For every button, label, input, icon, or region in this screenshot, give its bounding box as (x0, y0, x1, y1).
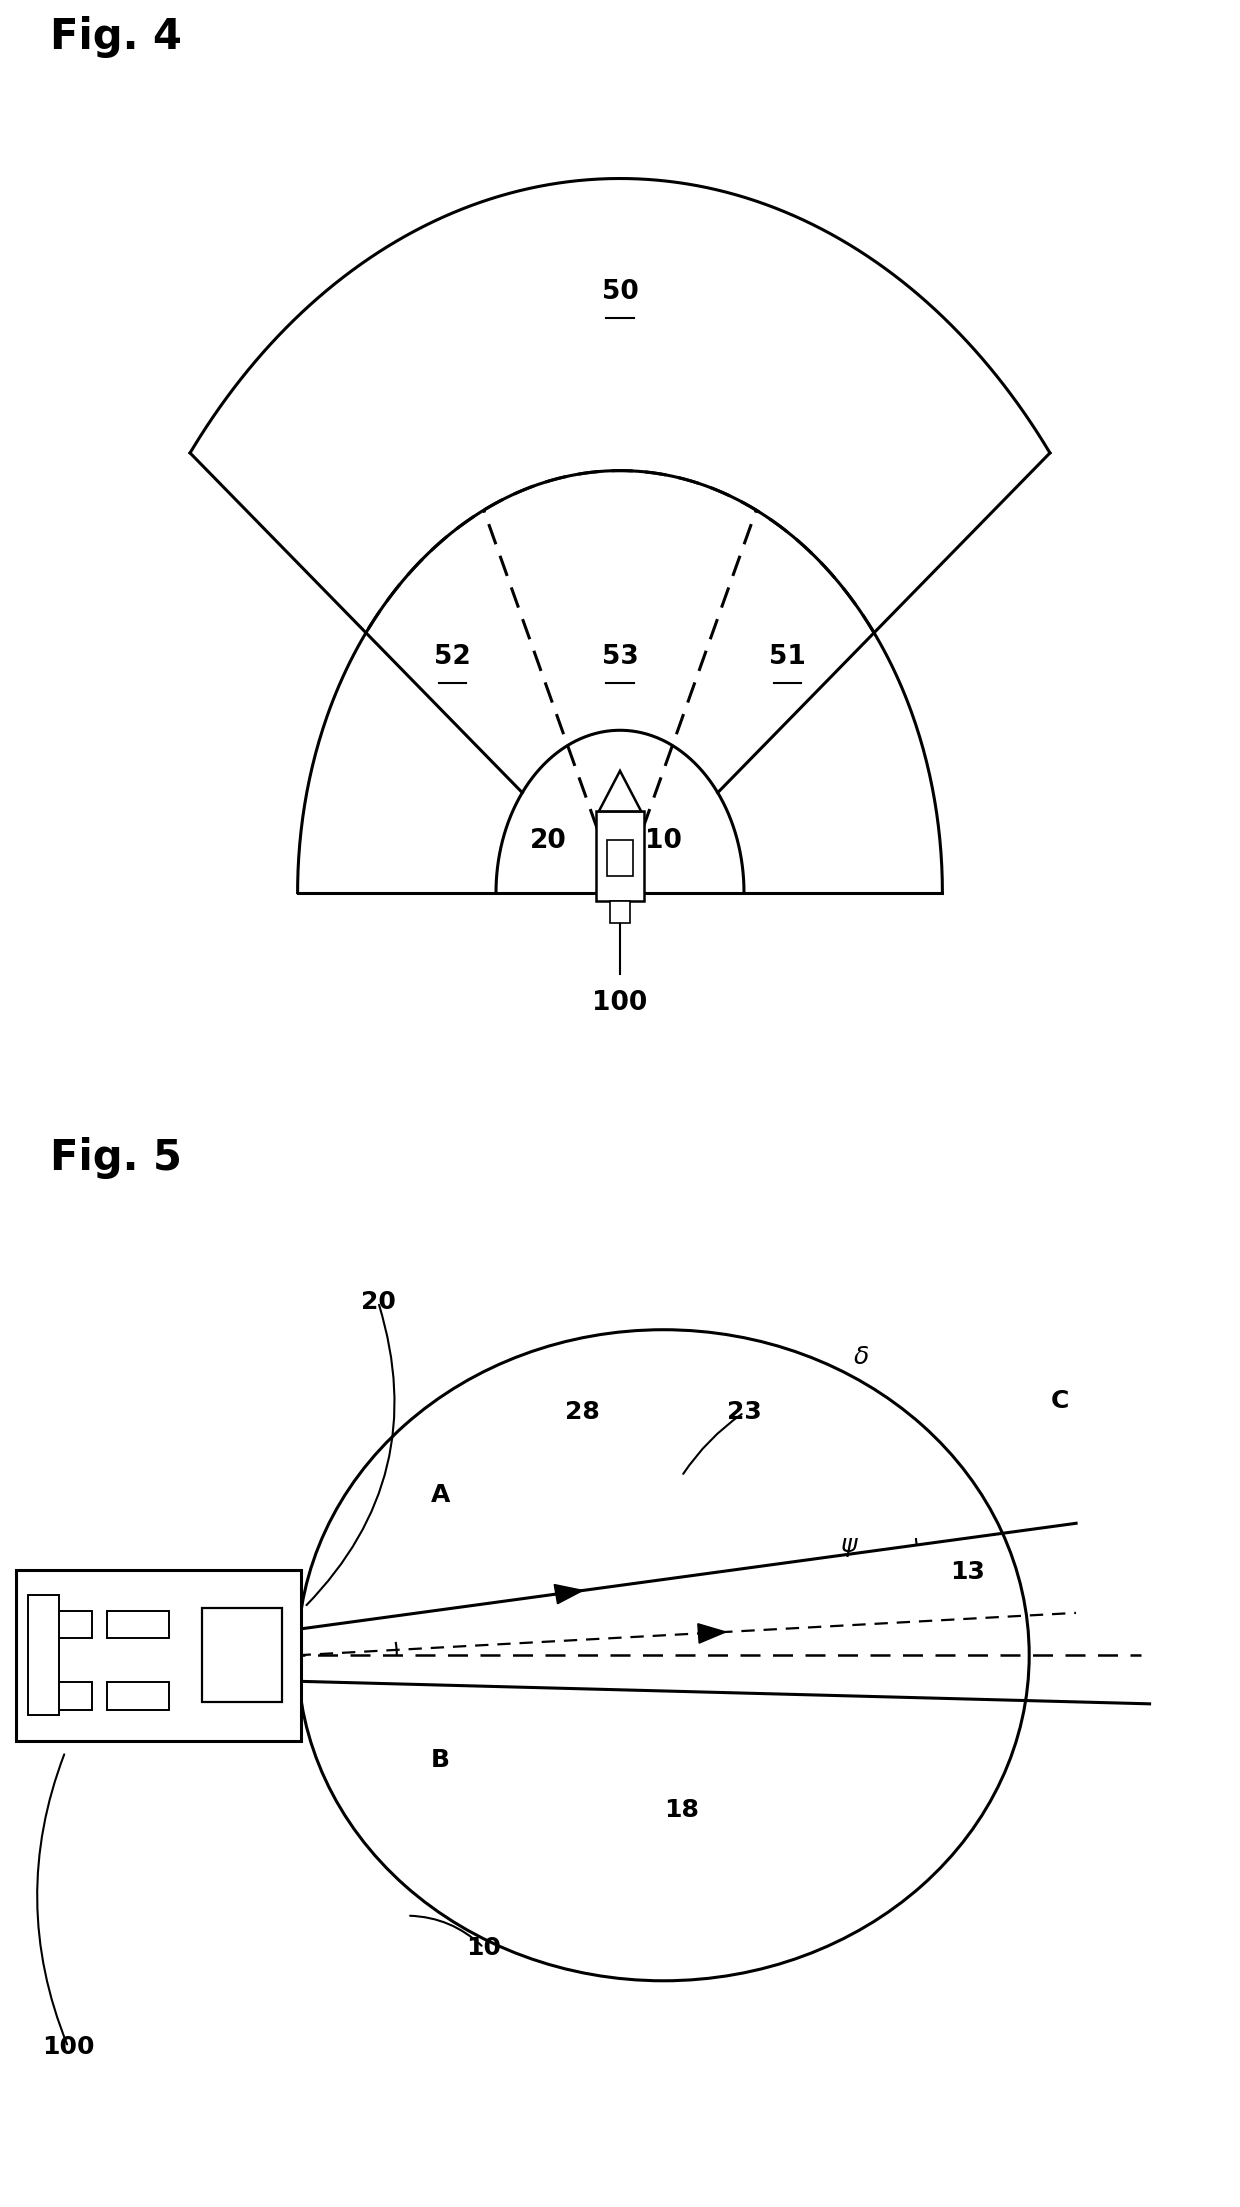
Text: 28: 28 (565, 1401, 600, 1424)
Text: Fig. 5: Fig. 5 (50, 1137, 181, 1179)
Text: 20: 20 (529, 828, 567, 854)
Text: ψ: ψ (841, 1534, 858, 1556)
Text: 23: 23 (727, 1401, 761, 1424)
Bar (29, 1596, 60, 1715)
Bar (108, 1682, 170, 1710)
Text: 20: 20 (361, 1291, 396, 1313)
Bar (31, 1611, 93, 1638)
Text: 100: 100 (42, 2035, 94, 2059)
FancyBboxPatch shape (596, 812, 644, 900)
Text: 52: 52 (434, 644, 471, 671)
Text: Fig. 4: Fig. 4 (50, 15, 181, 57)
Text: A: A (430, 1483, 450, 1507)
Text: C: C (1052, 1390, 1069, 1412)
Text: 13: 13 (950, 1560, 985, 1585)
Text: 100: 100 (593, 991, 647, 1015)
Text: B: B (430, 1748, 450, 1772)
Bar (202, 1609, 283, 1702)
Text: δ: δ (854, 1346, 869, 1368)
Text: 51: 51 (769, 644, 806, 671)
Bar (606, 841, 634, 876)
Text: 50: 50 (601, 278, 639, 305)
Polygon shape (554, 1585, 583, 1604)
Bar (610, 900, 630, 923)
Text: 18: 18 (665, 1799, 699, 1821)
Text: 10: 10 (645, 828, 682, 854)
Bar (16, 1569, 301, 1741)
Text: 53: 53 (601, 644, 639, 671)
Polygon shape (698, 1624, 725, 1644)
Text: 10: 10 (466, 1936, 501, 1960)
Bar (31, 1682, 93, 1710)
Bar (108, 1611, 170, 1638)
Polygon shape (599, 770, 641, 812)
